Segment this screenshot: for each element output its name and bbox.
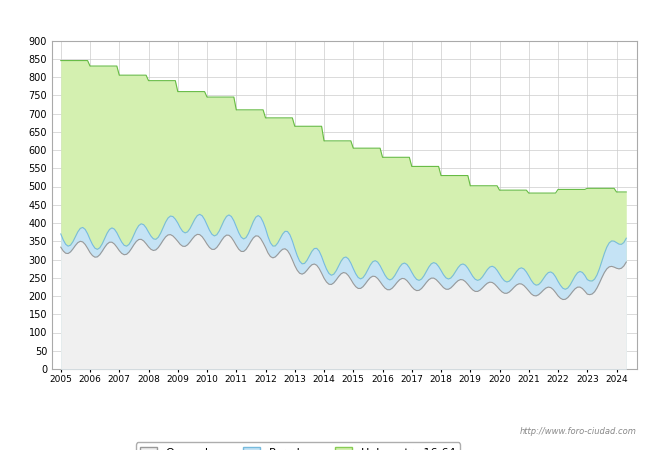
Legend: Ocupados, Parados, Hab. entre 16-64: Ocupados, Parados, Hab. entre 16-64 [135, 442, 460, 450]
Text: http://www.foro-ciudad.com: http://www.foro-ciudad.com [520, 428, 637, 436]
Text: Pedrafita do Cebreiro - Evolucion de la poblacion en edad de Trabajar Mayo de 20: Pedrafita do Cebreiro - Evolucion de la … [46, 13, 604, 26]
